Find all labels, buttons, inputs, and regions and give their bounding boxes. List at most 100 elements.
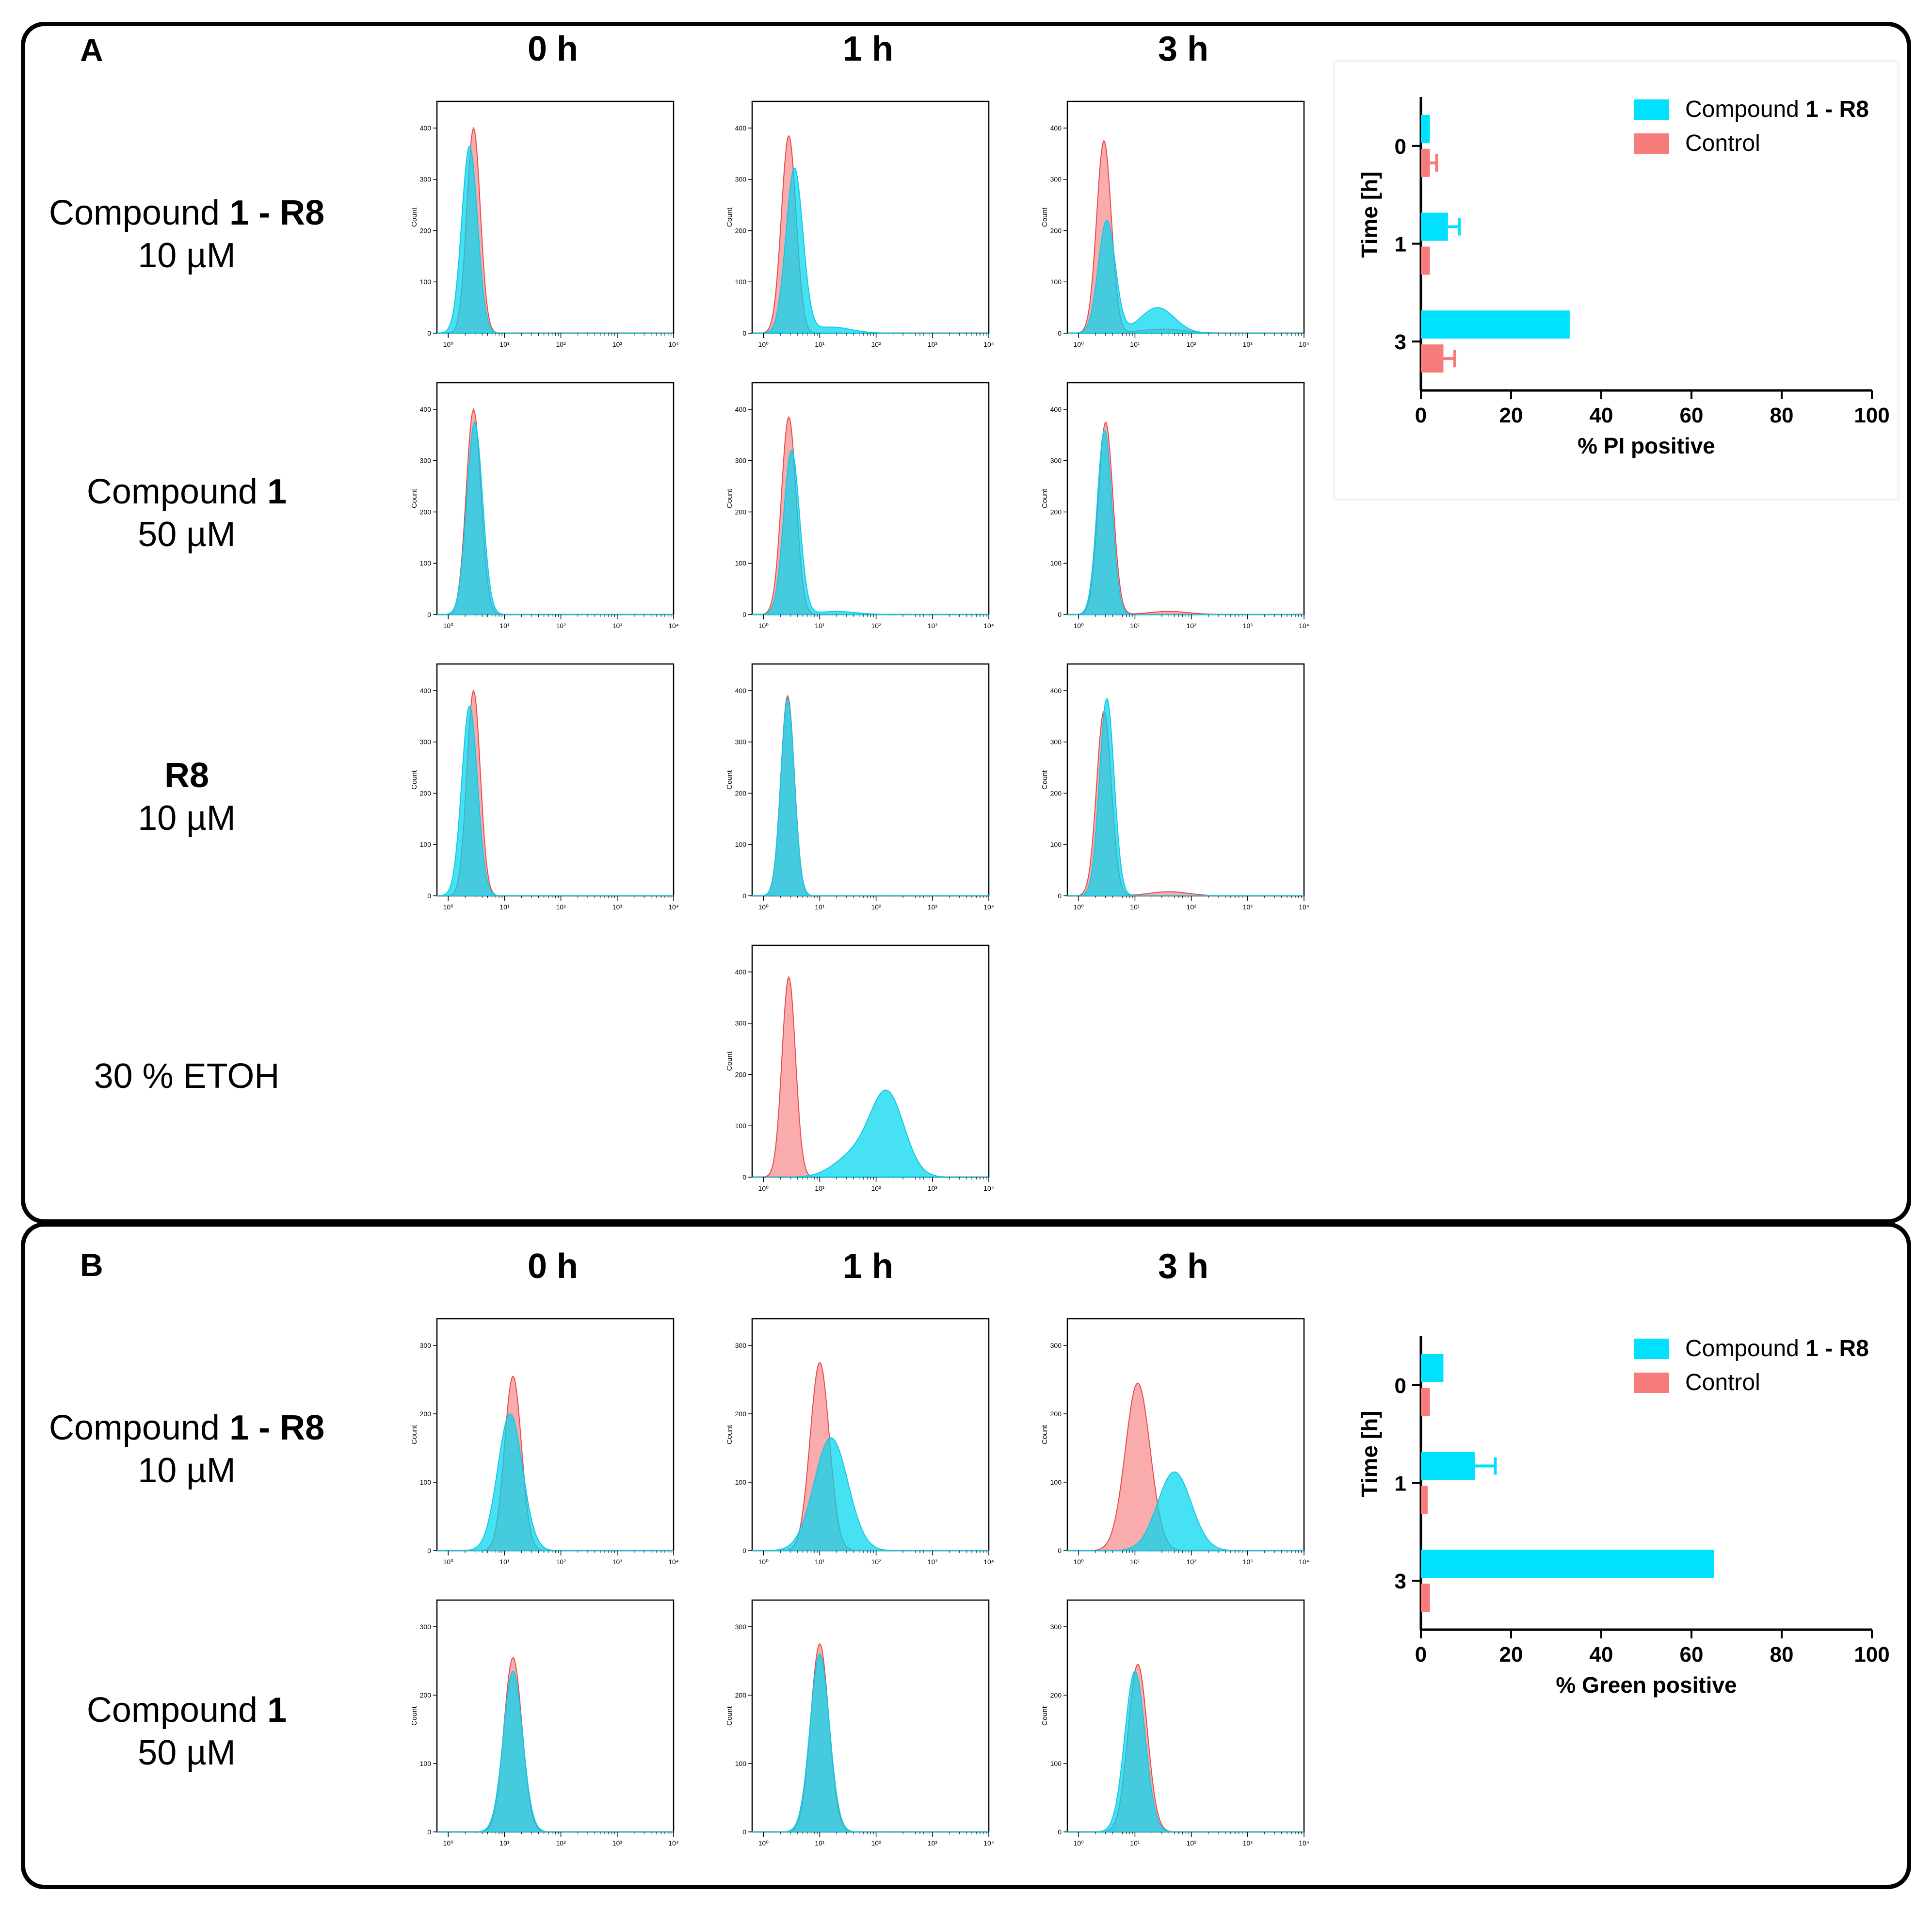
x-tick-label: 10² [871, 622, 882, 630]
legend-swatch-control [1634, 133, 1669, 154]
y-axis-label: Count [410, 207, 419, 227]
control-bar [1421, 1388, 1430, 1416]
y-tick-label: 100 [420, 559, 432, 567]
treated-histogram [752, 1653, 989, 1832]
x-tick-label: 10³ [612, 340, 623, 348]
plot-frame [751, 1599, 990, 1833]
y-tick-label: 200 [420, 227, 432, 234]
x-axis-label: % PI positive [1578, 433, 1715, 458]
row-label-conc: 50 µM [138, 515, 236, 554]
y-tick-label: 400 [420, 405, 432, 413]
col-title-3h: 3 h [1158, 30, 1209, 68]
row-label-prefix: Compound [86, 1691, 268, 1730]
treated-histogram [437, 1670, 674, 1832]
x-tick-label: 10³ [612, 903, 623, 911]
x-tick-label: 10¹ [499, 1558, 510, 1566]
y-tick-label: 0 [427, 1547, 431, 1554]
x-tick-label: 10¹ [815, 1558, 825, 1566]
control-bar [1421, 344, 1444, 373]
x-tick-label: 10¹ [815, 1184, 825, 1192]
x-tick-label: 10⁴ [983, 903, 994, 911]
y-tick-label: 400 [1050, 687, 1062, 695]
x-tick-label: 80 [1770, 404, 1794, 427]
legend-swatch-control [1634, 1373, 1669, 1393]
y-tick-label: 100 [1050, 1478, 1062, 1486]
x-tick-label: 10⁴ [983, 622, 994, 630]
y-tick-label: 200 [420, 1691, 432, 1699]
control-bar [1421, 148, 1430, 177]
x-tick-label: 60 [1680, 404, 1704, 427]
y-axis-label: Count [725, 1051, 734, 1071]
row-label-etoh: 30 % ETOH [17, 1055, 356, 1098]
y-tick-label: 400 [420, 687, 432, 695]
x-tick-label: 10⁴ [668, 340, 679, 348]
row-label-bold: R8 [164, 756, 209, 795]
x-tick-label: 10³ [612, 622, 623, 630]
histogram-plot: 0 100 200 300 Count 10⁰ 10¹ 10² 10³ 10⁴ [1041, 1599, 1309, 1847]
x-tick-label: 60 [1680, 1643, 1704, 1667]
x-tick-label: 10² [556, 340, 566, 348]
x-tick-label: 10⁰ [443, 903, 454, 911]
pi-positive-bar-chart: 0 1 3 0 20 40 60 80 100 % PI positive Time [h] Comp… [1357, 97, 1890, 458]
x-tick-label: 10⁴ [668, 1558, 679, 1566]
x-tick-label: 10² [1187, 1558, 1197, 1566]
x-tick-label: 20 [1499, 1643, 1523, 1667]
histogram-plot: 0 100 200 300 400 Count 10⁰ 10¹ 10² 10³ 10⁴ [410, 100, 679, 348]
x-tick-label: 10¹ [815, 903, 825, 911]
treated-bar [1421, 114, 1430, 143]
histogram-plot: 0 100 200 300 400 Count 10⁰ 10¹ 10² 10³ 10⁴ [1041, 382, 1309, 630]
x-tick-label: 10⁰ [758, 622, 769, 630]
y-tick-label: 0 [1058, 611, 1062, 618]
histogram-plot: 0 100 200 300 400 Count 10⁰ 10¹ 10² 10³ 10⁴ [725, 663, 994, 911]
y-tick-label: 3 [1395, 330, 1406, 354]
row-label-compound-1: Compound 1 50 µM [17, 470, 356, 556]
col-title-1h: 1 h [842, 1247, 894, 1286]
legend-swatch-treated [1634, 1339, 1669, 1359]
y-tick-label: 200 [1050, 789, 1062, 797]
y-tick-label: 100 [420, 841, 432, 848]
x-tick-label: 10³ [1243, 1558, 1253, 1566]
x-tick-label: 10⁰ [1074, 1558, 1084, 1566]
y-tick-label: 400 [735, 968, 747, 976]
x-tick-label: 10³ [612, 1558, 623, 1566]
y-tick-label: 300 [1050, 176, 1062, 183]
col-title-1h: 1 h [842, 30, 894, 68]
treated-bar [1421, 1452, 1475, 1480]
y-tick-label: 1 [1395, 233, 1406, 257]
y-tick-label: 200 [1050, 227, 1062, 234]
y-axis-label: Count [410, 1706, 419, 1726]
y-tick-label: 200 [735, 1691, 747, 1699]
x-tick-label: 10² [1187, 903, 1197, 911]
y-tick-label: 200 [420, 1410, 432, 1418]
y-tick-label: 100 [735, 1478, 747, 1486]
y-tick-label: 200 [1050, 508, 1062, 516]
y-tick-label: 3 [1395, 1570, 1406, 1593]
y-tick-label: 300 [420, 457, 432, 465]
x-tick-label: 0 [1415, 404, 1427, 427]
x-tick-label: 10³ [928, 1558, 938, 1566]
x-tick-label: 10⁴ [1299, 340, 1309, 348]
y-tick-label: 200 [735, 227, 747, 234]
y-axis-label: Count [725, 1706, 734, 1726]
x-tick-label: 10⁴ [668, 1839, 679, 1847]
x-tick-label: 10⁰ [758, 1558, 769, 1566]
y-tick-label: 400 [420, 124, 432, 132]
x-tick-label: 10⁴ [1299, 1558, 1309, 1566]
y-axis-label: Count [1041, 770, 1049, 790]
y-tick-label: 200 [1050, 1410, 1062, 1418]
y-tick-label: 300 [735, 457, 747, 465]
histogram-plot: 0 100 200 300 400 Count 10⁰ 10¹ 10² 10³ 10⁴ [725, 100, 994, 348]
x-tick-label: 10² [1187, 622, 1197, 630]
y-tick-label: 300 [735, 738, 747, 746]
x-tick-label: 10³ [928, 1839, 938, 1847]
treated-histogram [1067, 219, 1304, 334]
x-tick-label: 10⁰ [443, 1558, 454, 1566]
y-axis-label: Count [410, 488, 419, 508]
histogram-plot: 0 100 200 300 400 Count 10⁰ 10¹ 10² 10³ 10⁴ [410, 382, 679, 630]
y-tick-label: 100 [420, 1478, 432, 1486]
y-tick-label: 200 [1050, 1691, 1062, 1699]
legend-label-treated: Compound 1 - R8 [1685, 97, 1869, 122]
y-tick-label: 100 [1050, 1760, 1062, 1767]
control-bar [1421, 1584, 1430, 1612]
x-tick-label: 10⁰ [758, 1839, 769, 1847]
